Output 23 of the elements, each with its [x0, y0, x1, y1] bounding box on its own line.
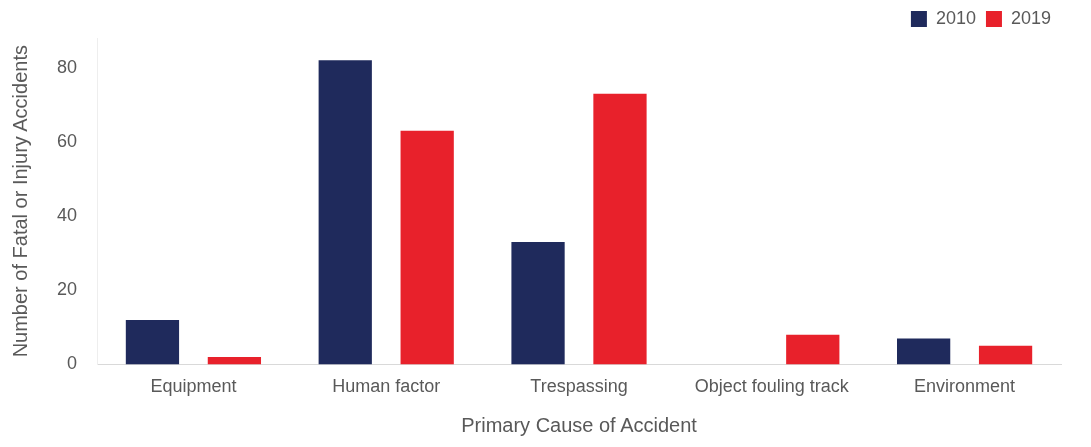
legend-label: 2010 [935, 7, 976, 28]
bar [786, 334, 840, 365]
bar [978, 345, 1033, 365]
y-axis-title: Number of Fatal or Injury Accidents [8, 45, 31, 358]
y-tick-label: 40 [56, 205, 78, 226]
bar [207, 356, 262, 365]
legend-label: 2019 [1010, 7, 1051, 28]
x-axis-title: Primary Cause of Accident [461, 413, 698, 436]
x-tick-label: Object fouling track [694, 376, 850, 397]
bar [400, 130, 454, 365]
bar [511, 242, 565, 365]
bar [897, 338, 951, 365]
y-tick-label: 60 [56, 130, 78, 151]
bar [125, 319, 180, 365]
x-tick-label: Environment [914, 376, 1016, 397]
x-tick-label: Equipment [150, 376, 237, 397]
y-tick-label: 20 [56, 279, 78, 300]
bar [593, 93, 647, 365]
x-tick-label: Trespassing [530, 376, 628, 397]
x-tick-label: Human factor [332, 376, 441, 397]
bar [318, 60, 372, 365]
y-tick-label: 0 [67, 353, 78, 374]
y-tick-label: 80 [56, 56, 78, 77]
